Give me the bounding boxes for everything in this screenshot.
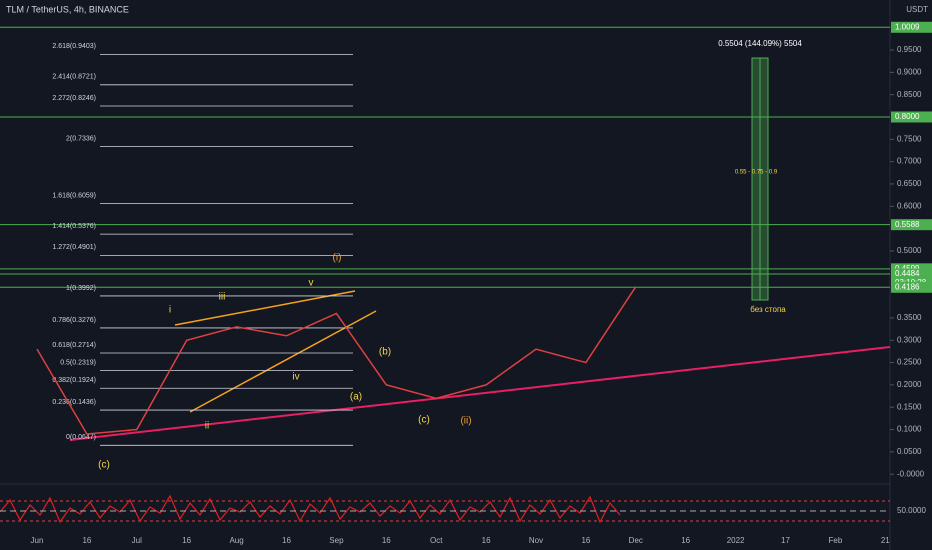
- wave-label: (ii): [460, 416, 471, 427]
- measure-targets: 0.55 - 0.75 - 0.9: [735, 170, 778, 176]
- level-label: 0.4599: [895, 264, 920, 273]
- wave-label: (i): [333, 253, 342, 264]
- fib-label: 0.382(0.1924): [52, 377, 96, 384]
- level-tag: [891, 21, 932, 33]
- y-tick-label: 0.6000: [897, 201, 922, 210]
- measure-note: без стопа: [750, 305, 786, 314]
- y-tick-label: 0.7500: [897, 134, 922, 143]
- x-tick-label: 16: [182, 536, 191, 545]
- fib-label: 2(0.7336): [66, 135, 96, 142]
- fib-label: 1(0.3992): [66, 285, 96, 292]
- y-tick-label: 0.2000: [897, 380, 922, 389]
- y-tick-label: 0.2500: [897, 358, 922, 367]
- fib-label: 2.414(0.8721): [52, 74, 96, 81]
- x-tick-label: 17: [781, 536, 790, 545]
- level-label: 0.4186: [895, 282, 920, 291]
- x-tick-label: Nov: [529, 536, 543, 545]
- x-tick-label: 16: [282, 536, 291, 545]
- wave-label: (b): [379, 347, 391, 358]
- y-tick-label: 0.5000: [897, 246, 922, 255]
- fib-label: 0.5(0.2319): [60, 359, 96, 366]
- level-label: 0.8000: [895, 112, 920, 121]
- x-tick-label: 16: [681, 536, 690, 545]
- y-tick-label: 0.3500: [897, 313, 922, 322]
- level-label: 1.0009: [895, 22, 920, 31]
- wave-label: i: [169, 305, 171, 316]
- x-tick-label: Oct: [430, 536, 443, 545]
- x-tick-label: 16: [482, 536, 491, 545]
- trend-line: [69, 346, 891, 441]
- fib-label: 0.618(0.2714): [52, 342, 96, 349]
- oscillator-line: [0, 494, 621, 524]
- level-tag: [891, 281, 932, 293]
- x-tick-label: 21: [881, 536, 890, 545]
- y-tick-label: 0.8500: [897, 90, 922, 99]
- fib-label: 1.414(0.5376): [52, 223, 96, 230]
- y-tick-label: 0.7000: [897, 157, 922, 166]
- x-tick-label: Aug: [229, 536, 243, 545]
- level-label: 0.5588: [895, 220, 920, 229]
- x-tick-label: Feb: [829, 536, 843, 545]
- x-tick-label: Sep: [329, 536, 344, 545]
- y-tick-label: 0.0500: [897, 447, 922, 456]
- wave-label: iii: [219, 292, 226, 303]
- x-tick-label: 16: [581, 536, 590, 545]
- wave-label: (c): [418, 415, 430, 426]
- wave-label: iv: [292, 372, 299, 383]
- y-tick-label: 0.9000: [897, 67, 922, 76]
- wave-label: v: [309, 278, 314, 289]
- x-tick-label: Jun: [31, 536, 44, 545]
- wave-label: (c): [98, 460, 110, 471]
- y-tick-label: -0.0000: [897, 469, 925, 478]
- fib-label: 1.272(0.4901): [52, 244, 96, 251]
- y-tick-label: 0.1000: [897, 425, 922, 434]
- y-tick-label: 0.9500: [897, 45, 922, 54]
- x-tick-label: Dec: [629, 536, 643, 545]
- y-tick-label: 0.6500: [897, 179, 922, 188]
- x-tick-label: 16: [382, 536, 391, 545]
- level-label: 0.4484: [895, 269, 920, 278]
- channel-line: [174, 290, 356, 326]
- fib-label: 1.618(0.6059): [52, 192, 96, 199]
- x-tick-label: Jul: [132, 536, 142, 545]
- wave-label: (a): [350, 392, 362, 403]
- x-tick-label: 2022: [727, 536, 745, 545]
- wave-label: ii: [205, 421, 209, 432]
- level-tag: [891, 111, 932, 123]
- price-line: [36, 286, 637, 435]
- currency: USDT: [906, 5, 928, 14]
- fib-label: 0.786(0.3276): [52, 317, 96, 324]
- fib-label: 0(0.0647): [66, 434, 96, 441]
- measure-title: 0.5504 (144.09%) 5504: [718, 39, 802, 48]
- fib-label: 2.272(0.8246): [52, 95, 96, 102]
- x-tick-label: 16: [82, 536, 91, 545]
- fib-label: 2.618(0.9403): [52, 43, 96, 50]
- fib-label: 0.236(0.1436): [52, 399, 96, 406]
- y-tick-label: 0.1500: [897, 402, 922, 411]
- y-tick-label: 0.3000: [897, 335, 922, 344]
- level-tag: [891, 219, 932, 231]
- symbol-title: TLM / TetherUS, 4h, BINANCE: [6, 4, 129, 14]
- osc-tick-label: 50.0000: [897, 506, 926, 515]
